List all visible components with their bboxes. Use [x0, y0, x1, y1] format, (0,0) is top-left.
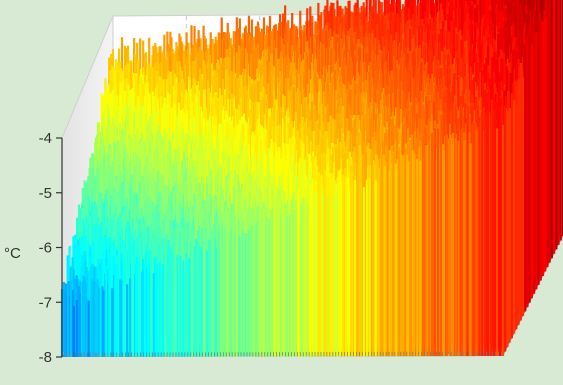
y-axis-ticks: -4 -5 -6 -7 -8 [39, 130, 62, 366]
y-tick-label: -7 [39, 294, 52, 311]
temperature-surface [60, 0, 563, 357]
y-tick-label: -4 [39, 130, 52, 147]
y-axis-title: °C [4, 245, 21, 262]
y-tick-label: -8 [39, 349, 52, 366]
y-tick-label: -6 [39, 240, 52, 257]
y-tick-label: -5 [39, 185, 52, 202]
